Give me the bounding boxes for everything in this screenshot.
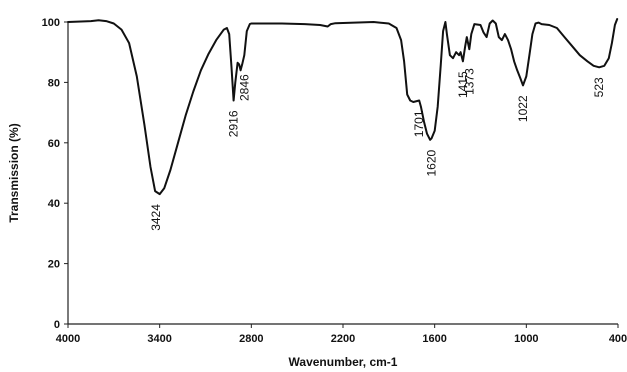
peak-label-3424: 3424	[149, 204, 163, 231]
y-tick-label: 100	[42, 17, 60, 29]
peak-label-523: 523	[592, 77, 606, 97]
peak-label-1415: 1415	[456, 71, 470, 98]
y-tick-label: 20	[48, 259, 60, 271]
peak-label-1022: 1022	[516, 95, 530, 122]
x-axis-title: Wavenumber, cm-1	[289, 355, 398, 369]
x-tick-label: 2800	[239, 333, 263, 345]
peak-label-2916: 2916	[227, 110, 241, 137]
y-tick-label: 40	[48, 198, 60, 210]
y-tick-label: 80	[48, 77, 60, 89]
x-tick-label: 1600	[422, 333, 446, 345]
peak-label-1620: 1620	[425, 149, 439, 176]
series	[67, 18, 619, 196]
y-tick-label: 60	[48, 138, 60, 150]
peak-label-1373: 1373	[462, 68, 476, 95]
axes	[67, 22, 618, 325]
x-tick-label: 2200	[331, 333, 355, 345]
x-tick-label: 400	[609, 333, 627, 345]
peak-label-1701: 1701	[412, 110, 426, 137]
x-tick-label: 4000	[56, 333, 80, 345]
y-axis-title: Transmission (%)	[7, 123, 21, 222]
y-tick-label: 0	[54, 319, 60, 331]
spectrum-line	[67, 18, 619, 196]
x-tick-label: 3400	[147, 333, 171, 345]
peak-label-2846: 2846	[237, 74, 251, 101]
x-tick-label: 1000	[514, 333, 538, 345]
